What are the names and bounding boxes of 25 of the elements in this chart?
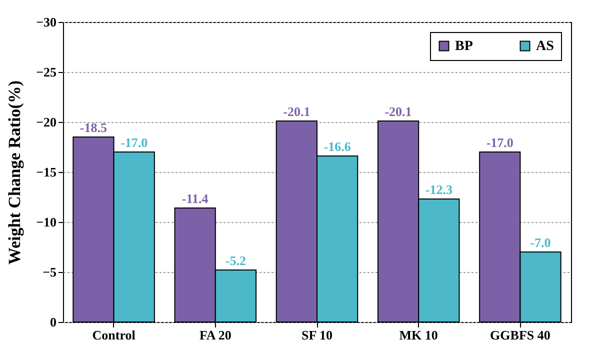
y-tick-label: −20 bbox=[36, 114, 56, 130]
legend-label: BP bbox=[455, 39, 474, 54]
x-tick-label: Control bbox=[92, 328, 136, 342]
data-label: -20.1 bbox=[283, 104, 310, 119]
data-label: -5.2 bbox=[225, 253, 246, 268]
data-label: -17.0 bbox=[120, 135, 148, 150]
y-tick-label: −5 bbox=[42, 264, 57, 280]
x-tick-label: FA 20 bbox=[199, 328, 232, 342]
data-label: -18.5 bbox=[80, 120, 108, 135]
y-tick-label: −10 bbox=[36, 214, 56, 230]
data-label: -20.1 bbox=[384, 104, 412, 119]
y-tick-label: −25 bbox=[36, 64, 57, 80]
x-tick-label: GGBFS 40 bbox=[490, 328, 550, 342]
x-tick-label: MK 10 bbox=[399, 328, 438, 342]
y-tick-label: −15 bbox=[36, 164, 57, 180]
legend-label: AS bbox=[536, 39, 554, 54]
data-label: -11.4 bbox=[182, 191, 209, 206]
data-label: -7.0 bbox=[530, 235, 551, 250]
data-label: -16.6 bbox=[324, 139, 352, 154]
y-axis-title: Weight Change Ratio(%) bbox=[5, 80, 24, 265]
y-tick-label: −30 bbox=[36, 14, 56, 30]
x-tick-label: SF 10 bbox=[302, 328, 332, 342]
data-label: -17.0 bbox=[486, 135, 514, 150]
y-tick-label: 0 bbox=[50, 314, 56, 330]
data-label: -12.3 bbox=[425, 182, 453, 197]
